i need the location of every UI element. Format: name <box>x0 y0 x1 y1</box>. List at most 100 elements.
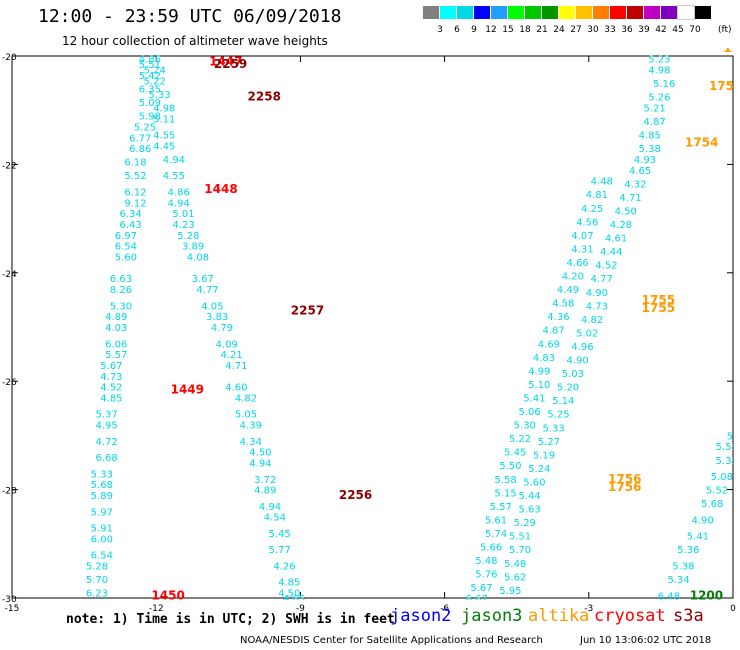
wave-height-reading: 4.28 <box>610 220 632 231</box>
wave-height-reading: 4.20 <box>562 272 584 283</box>
wave-height-reading: 5.41 <box>523 393 545 404</box>
pass-time-label: 1448 <box>204 182 237 196</box>
wave-height-reading: 5.33 <box>148 90 170 101</box>
satellite-jason3-label: jason3 <box>461 606 523 626</box>
wave-height-reading: 4.31 <box>571 244 593 255</box>
wave-height-reading: 6.43 <box>120 220 142 231</box>
wave-height-reading: 5.38 <box>672 561 694 572</box>
legend-swatch <box>474 6 490 19</box>
legend-swatch <box>627 6 643 19</box>
lon-tick-label: -15 <box>5 604 20 614</box>
wave-height-reading: 5.44 <box>518 491 540 502</box>
legend-label: 9 <box>471 25 477 35</box>
wave-height-reading: 4.55 <box>153 131 175 142</box>
wave-height-reading: 4.50 <box>278 589 300 600</box>
wave-height-reading: 4.82 <box>581 315 603 326</box>
wave-height-reading: 5.60 <box>523 477 545 488</box>
wave-height-reading: 5.06 <box>518 407 540 418</box>
map-frame <box>11 55 734 599</box>
wave-height-reading: 4.32 <box>624 179 646 190</box>
wave-height-reading: 5.89 <box>91 491 113 502</box>
wave-height-reading: 5.48 <box>504 559 526 570</box>
wave-height-reading: 4.86 <box>168 188 190 199</box>
legend-label: 15 <box>502 25 514 35</box>
wave-height-reading: 4.89 <box>105 312 127 323</box>
wave-height-reading: 4.87 <box>643 117 665 128</box>
wave-height-reading: 5.33 <box>543 423 565 434</box>
chart-subtitle: 12 hour collection of altimeter wave hei… <box>62 34 328 48</box>
wave-height-reading: 4.08 <box>187 253 209 264</box>
wave-height-reading: 6.86 <box>129 144 151 155</box>
wave-height-reading: 5.45 <box>269 529 291 540</box>
wave-height-reading: 4.77 <box>196 285 218 296</box>
pass-time-label: 1755 <box>642 301 675 315</box>
wave-height-reading: 5.51 <box>509 532 531 543</box>
wave-height-reading: 4.61 <box>605 234 627 245</box>
lon-tick-label: 0 <box>730 604 736 614</box>
wave-height-reading: 4.03 <box>105 323 127 334</box>
legend-label: 36 <box>621 25 633 35</box>
wave-height-reading: 4.98 <box>648 66 670 77</box>
satellite-jason2-label: jason2 <box>390 606 452 626</box>
wave-height-reading: 6.35 <box>139 85 161 96</box>
wave-height-reading: 5.95 <box>499 586 521 597</box>
wave-height-reading: 4.86 <box>139 55 161 66</box>
wave-height-reading: 5.98 <box>139 112 161 123</box>
legend-swatch <box>508 6 524 19</box>
wave-height-reading: 5.68 <box>701 499 723 510</box>
wave-height-reading: 4.96 <box>571 342 593 353</box>
wave-height-reading: 4.21 <box>220 350 242 361</box>
legend-swatch <box>525 6 541 19</box>
wave-height-reading: 5.30 <box>514 421 536 432</box>
wave-height-reading: 4.98 <box>153 103 175 114</box>
wave-height-reading: 3.67 <box>192 274 214 285</box>
wave-height-reading: 4.90 <box>586 288 608 299</box>
legend-swatch <box>491 6 507 19</box>
legend-label: 33 <box>604 25 616 35</box>
legend-swatch <box>559 6 575 19</box>
wave-height-reading: 4.69 <box>538 339 560 350</box>
wave-height-reading: 4.54 <box>264 513 286 524</box>
pass-time-label: 1447 <box>209 54 242 68</box>
wave-height-reading: 4.99 <box>528 366 550 377</box>
wave-height-reading: 4.77 <box>591 274 613 285</box>
legend-swatch <box>677 5 695 20</box>
wave-height-reading: 5.41 <box>687 532 709 543</box>
wave-height-reading: 4.60 <box>225 383 247 394</box>
wave-height-reading: 5.63 <box>518 505 540 516</box>
lon-tick-label: -3 <box>584 604 593 614</box>
wave-height-reading: 9.12 <box>124 198 146 209</box>
wave-height-reading: 4.72 <box>95 437 117 448</box>
wave-height-reading: 5.29 <box>514 518 536 529</box>
legend-label: 24 <box>553 25 565 35</box>
pass-time-label: 1755 <box>642 293 675 307</box>
satellite-altika-label: altika <box>528 606 590 626</box>
wave-height-reading: 8.26 <box>110 285 132 296</box>
wave-height-reading: 4.94 <box>249 459 271 470</box>
wave-height-reading: 5.67 <box>470 583 492 594</box>
wave-height-reading: 4.39 <box>240 421 262 432</box>
wave-height-reading: 3.72 <box>254 475 276 486</box>
wave-height-reading: 3.83 <box>206 312 228 323</box>
wave-height-reading: 5.50 <box>499 461 521 472</box>
wave-height-reading: 4.44 <box>600 247 622 258</box>
wave-height-reading: 4.94 <box>259 502 281 513</box>
wave-height-reading: 4.85 <box>100 393 122 404</box>
legend-swatch <box>457 6 473 19</box>
pass-time-label: 2258 <box>248 90 281 104</box>
wave-height-reading: 4.65 <box>283 594 305 605</box>
legend-swatch <box>695 6 711 19</box>
wave-height-reading: 6.06 <box>105 339 127 350</box>
wave-height-reading: 5.16 <box>653 79 675 90</box>
wave-height-reading: 4.94 <box>163 155 185 166</box>
pass-time-label: 1754 <box>685 136 718 150</box>
legend-label: 39 <box>638 25 650 35</box>
wave-height-reading: 5.61 <box>485 515 507 526</box>
lat-tick-label: -30 <box>2 595 17 605</box>
wave-height-reading: 4.73 <box>586 301 608 312</box>
wave-height-reading: 4.85 <box>278 578 300 589</box>
wave-height-reading: 5.11 <box>153 114 175 125</box>
wave-height-reading: 5.15 <box>494 488 516 499</box>
wave-height-reading: 5.23 <box>648 55 670 66</box>
